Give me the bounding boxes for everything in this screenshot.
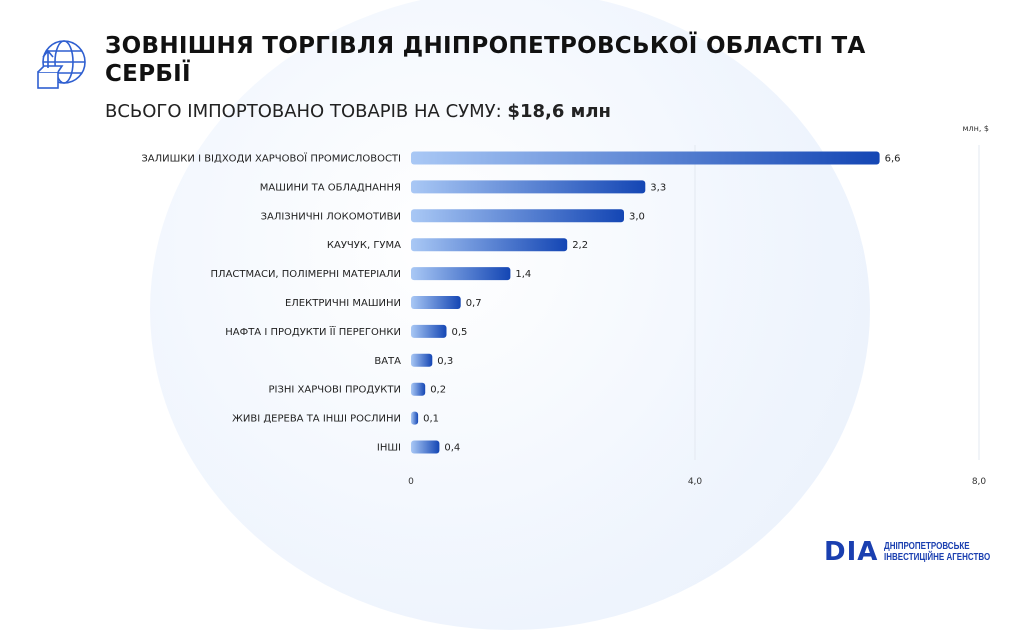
category-label: ЕЛЕКТРИЧНІ МАШИНИ xyxy=(285,298,401,309)
bar xyxy=(411,267,511,281)
bar xyxy=(411,353,433,367)
data-label: 3,3 xyxy=(650,182,666,193)
data-label: 0,3 xyxy=(437,356,453,367)
bar xyxy=(411,324,447,338)
bar xyxy=(411,440,440,454)
unit-label: млн, $ xyxy=(962,124,989,133)
x-tick-label: 4,0 xyxy=(688,477,703,487)
globe-import-box-icon xyxy=(34,38,90,98)
data-label: 0,5 xyxy=(452,327,468,338)
category-label: ІНШІ xyxy=(377,443,401,454)
category-label: ВАТА xyxy=(374,356,401,367)
bar xyxy=(411,296,461,309)
background-circle xyxy=(150,0,870,630)
total-value: $18,6 млн xyxy=(507,101,611,122)
category-label: ПЛАСТМАСИ, ПОЛІМЕРНІ МАТЕРІАЛИ xyxy=(211,269,401,280)
bar xyxy=(411,180,646,194)
data-label: 0,1 xyxy=(423,414,439,425)
logo-line2: ІНВЕСТИЦІЙНЕ АГЕНСТВО xyxy=(884,552,991,563)
bar-chart: ЗАЛИШКИ І ВІДХОДИ ХАРЧОВОЇ ПРОМИСЛОВОСТІ… xyxy=(141,124,989,487)
category-label: КАУЧУК, ГУМА xyxy=(327,240,401,251)
category-label: ЗАЛИШКИ І ВІДХОДИ ХАРЧОВОЇ ПРОМИСЛОВОСТІ xyxy=(141,152,401,165)
dia-logo: DIA ДНІПРОПЕТРОВСЬКЕ ІНВЕСТИЦІЙНЕ АГЕНСТВ… xyxy=(824,537,1017,567)
x-tick-label: 8,0 xyxy=(972,477,987,487)
bar xyxy=(411,238,568,252)
page-subtitle: ВСЬОГО ІМПОРТОВАНО ТОВАРІВ НА СУМУ: $18,… xyxy=(105,101,611,122)
data-label: 6,6 xyxy=(885,154,901,165)
logo-line1: ДНІПРОПЕТРОВСЬКЕ xyxy=(884,541,970,552)
bar xyxy=(411,151,880,165)
data-label: 2,2 xyxy=(572,240,588,251)
data-label: 0,4 xyxy=(444,443,460,454)
category-label: РІЗНІ ХАРЧОВІ ПРОДУКТИ xyxy=(269,385,402,396)
data-label: 1,4 xyxy=(515,269,531,280)
x-tick-label: 0 xyxy=(408,477,414,487)
logo-text: ДНІПРОПЕТРОВСЬКЕ ІНВЕСТИЦІЙНЕ АГЕНСТВО xyxy=(884,541,990,563)
data-label: 0,2 xyxy=(430,385,446,396)
data-label: 3,0 xyxy=(629,211,645,222)
category-label: ЖИВІ ДЕРЕВА ТА ІНШІ РОСЛИНИ xyxy=(232,414,401,425)
bar xyxy=(411,209,624,223)
category-label: МАШИНИ ТА ОБЛАДНАННЯ xyxy=(260,182,401,193)
page-title: ЗОВНІШНЯ ТОРГІВЛЯ ДНІПРОПЕТРОВСЬКОЇ ОБЛА… xyxy=(105,33,866,87)
logo-mark: DIA xyxy=(824,537,879,567)
bar xyxy=(411,411,419,425)
subtitle-prefix: ВСЬОГО ІМПОРТОВАНО ТОВАРІВ НА СУМУ: xyxy=(105,101,502,122)
data-label: 0,7 xyxy=(466,298,482,309)
bar xyxy=(411,382,426,396)
category-label: ЗАЛІЗНИЧНІ ЛОКОМОТИВИ xyxy=(261,211,401,222)
category-label: НАФТА І ПРОДУКТИ ЇЇ ПЕРЕГОНКИ xyxy=(225,325,401,338)
